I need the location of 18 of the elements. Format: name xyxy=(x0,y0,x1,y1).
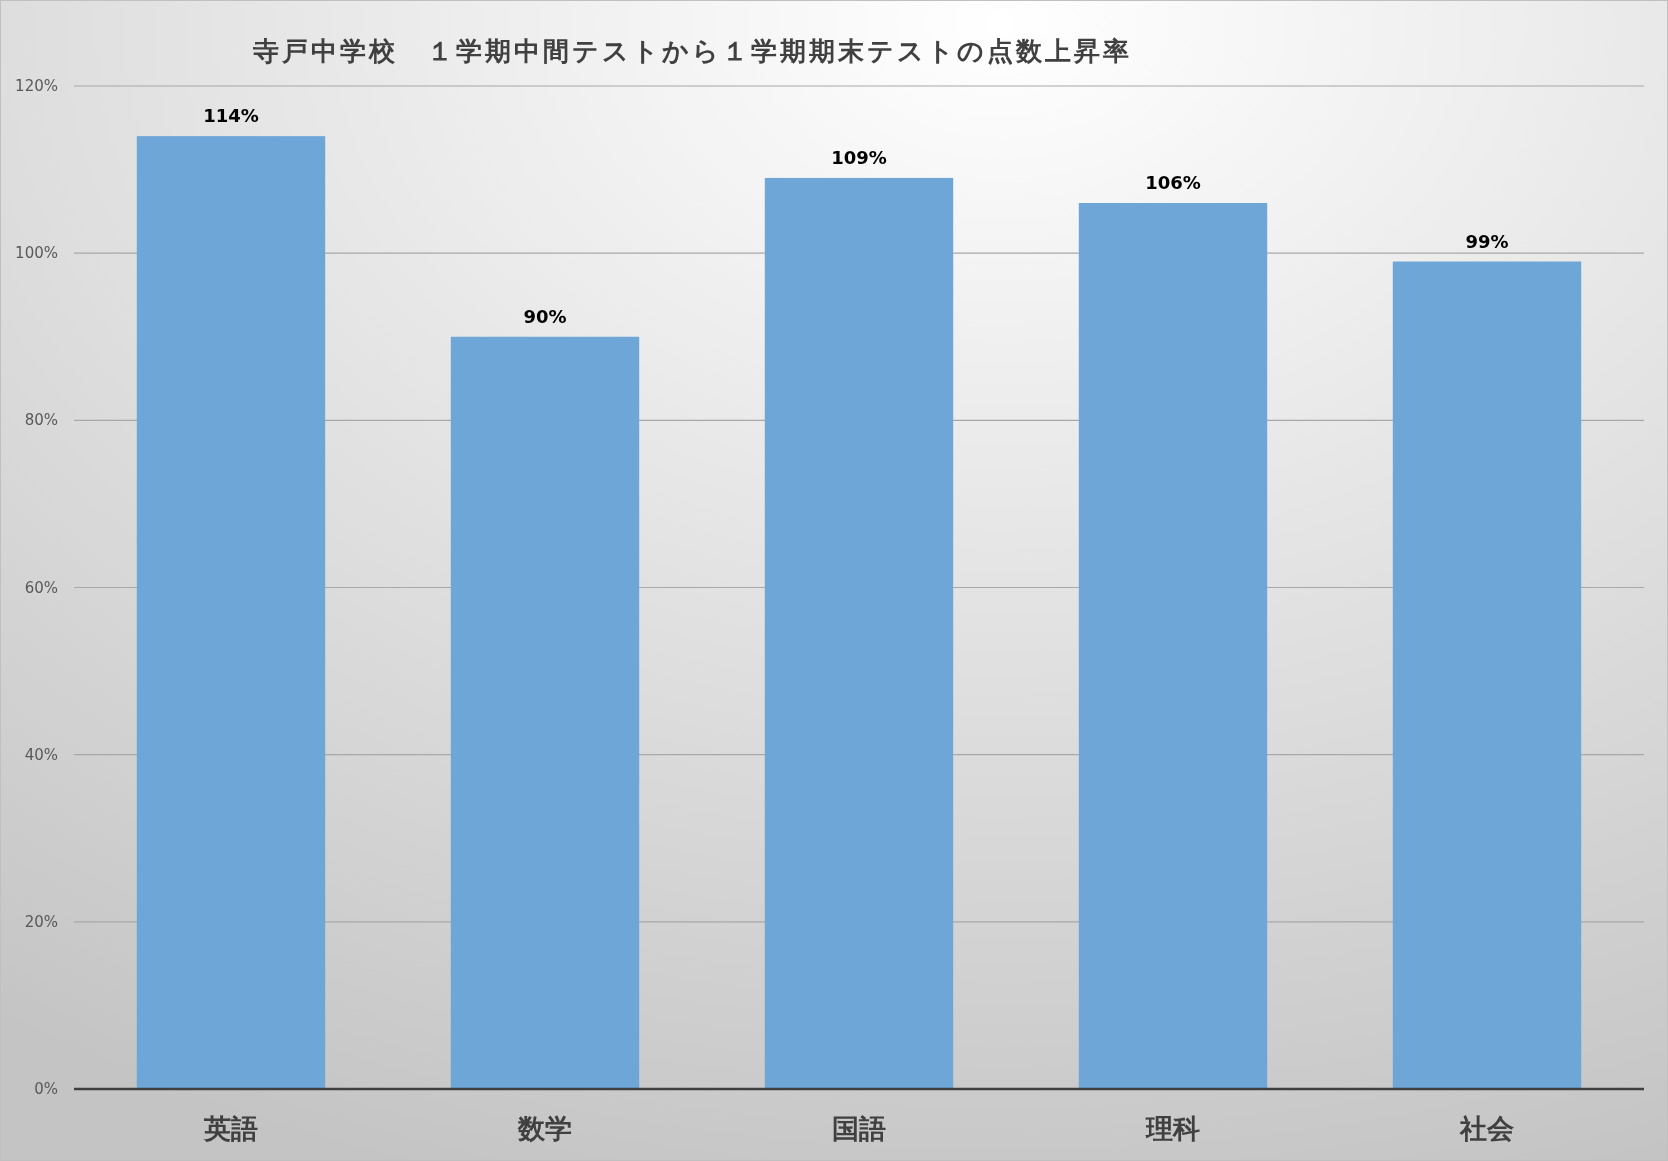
data-label: 90% xyxy=(523,305,567,327)
x-tick-label: 英語 xyxy=(203,1113,258,1144)
data-label: 109% xyxy=(831,146,887,168)
chart-title: 寺戸中学校 １学期中間テストから１学期期末テストの点数上昇率 xyxy=(251,36,1132,66)
x-tick-label: 社会 xyxy=(1459,1113,1514,1144)
y-tick-label: 20% xyxy=(24,912,58,931)
y-tick-label: 0% xyxy=(34,1080,58,1098)
y-tick-label: 100% xyxy=(15,244,58,263)
data-label: 114% xyxy=(203,105,259,127)
data-label: 106% xyxy=(1145,172,1201,194)
y-tick-label: 80% xyxy=(24,411,58,430)
y-tick-label: 40% xyxy=(24,745,58,764)
x-tick-label: 国語 xyxy=(832,1113,886,1144)
x-tick-label: 数学 xyxy=(517,1113,572,1144)
data-label: 99% xyxy=(1465,230,1509,252)
y-tick-label: 60% xyxy=(24,578,58,597)
y-tick-label: 120% xyxy=(15,77,58,95)
x-tick-label: 理科 xyxy=(1145,1113,1200,1144)
